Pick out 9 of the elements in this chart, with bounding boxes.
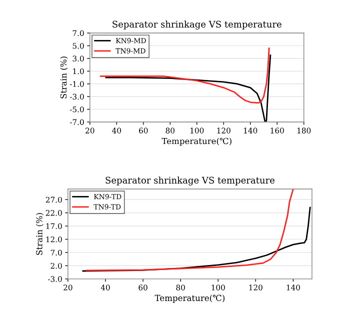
line-series	[105, 54, 272, 122]
chart-title: Separator shrinkage VS temperature	[106, 176, 274, 186]
y-axis-title: Strain (%)	[60, 56, 68, 98]
y-axis-title: Strain (%)	[36, 213, 44, 255]
line-series	[100, 48, 270, 104]
line-series	[86, 189, 294, 272]
chart-title: Separator shrinkage VS temperature	[112, 20, 282, 30]
x-axis-title: Temperature(℃)	[154, 294, 225, 303]
x-axis-title: Temperature(℃)	[162, 138, 232, 146]
